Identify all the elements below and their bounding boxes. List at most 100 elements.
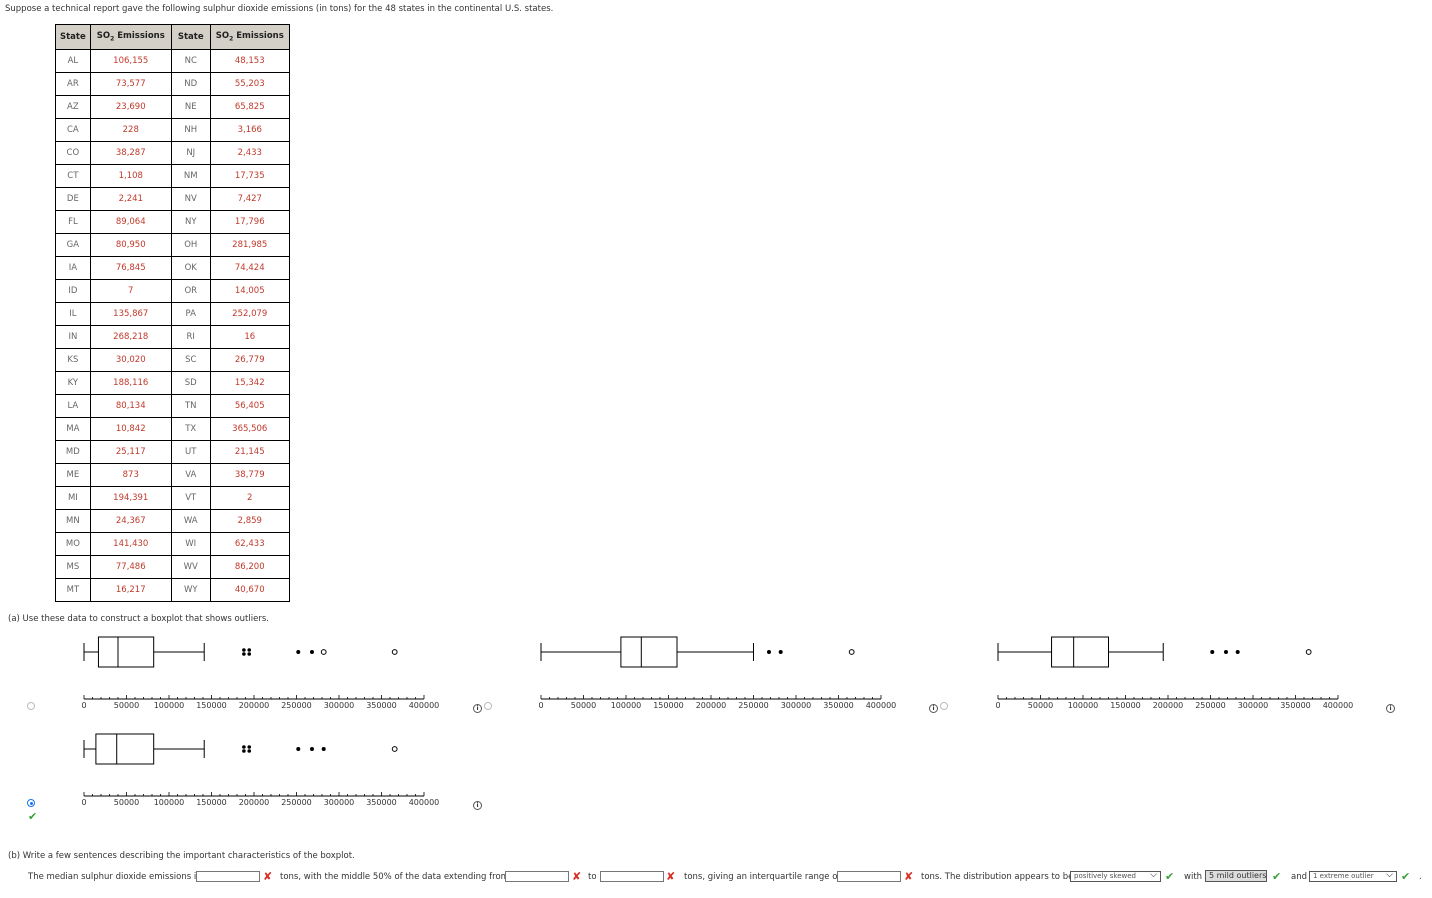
cross-icon: ✘ [572, 870, 582, 883]
sentence-text-7: and [1291, 872, 1307, 882]
tick-label: 200000 [696, 701, 727, 710]
skew-select[interactable]: positively skewed ⌵ [1070, 871, 1161, 882]
emissions-cell: 56,405 [209, 394, 290, 418]
q1-input[interactable] [505, 871, 569, 882]
box [1051, 636, 1110, 668]
state-cell: NE [170, 95, 211, 119]
tick-label: 150000 [1110, 701, 1141, 710]
state-cell: MD [55, 440, 91, 464]
state-cell: TN [170, 394, 211, 418]
extreme-outlier-point [391, 746, 398, 752]
tick-label: 0 [995, 701, 1000, 710]
info-icon[interactable]: i [929, 704, 938, 713]
emissions-cell: 141,430 [89, 532, 172, 556]
state-cell: MI [55, 486, 91, 510]
tick-label: 200000 [239, 701, 270, 710]
q3-input[interactable] [600, 871, 664, 882]
emissions-cell: 252,079 [209, 302, 290, 326]
table-row: MO 141,430 WI 62,433 [55, 532, 290, 556]
state-cell: ND [170, 72, 211, 96]
state-cell: UT [170, 440, 211, 464]
state-cell: NJ [170, 141, 211, 165]
option-2-radio[interactable] [484, 702, 492, 710]
outlier-point [296, 650, 301, 654]
table-row: DE 2,241 NV 7,427 [55, 187, 290, 211]
emissions-cell: 15,342 [209, 371, 290, 395]
emissions-cell: 2 [209, 486, 290, 510]
median-input[interactable] [196, 871, 260, 882]
emissions-cell: 2,859 [209, 509, 290, 533]
table-row: CT 1,108 NM 17,735 [55, 164, 290, 188]
emissions-cell: 17,796 [209, 210, 290, 234]
state-cell: VT [170, 486, 211, 510]
state-cell: AZ [55, 95, 91, 119]
tick-label: 150000 [196, 701, 227, 710]
table-row: IN 268,218 RI 16 [55, 325, 290, 349]
extreme-outlier-point [848, 649, 855, 655]
mild-outlier-point [247, 652, 252, 656]
tick-label: 350000 [1280, 701, 1311, 710]
table-row: MD 25,117 UT 21,145 [55, 440, 290, 464]
check-icon: ✔ [1401, 870, 1411, 883]
emissions-cell: 3,166 [209, 118, 290, 142]
state-cell: OK [170, 256, 211, 280]
emissions-cell: 21,145 [209, 440, 290, 464]
state-cell: MN [55, 509, 91, 533]
tick-label: 200000 [239, 798, 270, 807]
info-icon[interactable]: i [473, 704, 482, 713]
cross-icon: ✘ [263, 870, 273, 883]
tick-label: 350000 [823, 701, 854, 710]
emissions-cell: 48,153 [209, 49, 290, 73]
info-icon[interactable]: i [473, 801, 482, 810]
emissions-cell: 16 [209, 325, 290, 349]
state-cell: SC [170, 348, 211, 372]
state-cell: CA [55, 118, 91, 142]
emissions-cell: 17,735 [209, 164, 290, 188]
table-row: AL 106,155 NC 48,153 [55, 49, 290, 73]
emissions-cell: 89,064 [89, 210, 172, 234]
state-cell: RI [170, 325, 211, 349]
outlier-point [296, 747, 301, 751]
state-cell: AR [55, 72, 91, 96]
table-row: IA 76,845 OK 74,424 [55, 256, 290, 280]
box [97, 636, 155, 668]
check-icon: ✔ [1272, 870, 1282, 883]
state-cell: MS [55, 555, 91, 579]
boxplot-option-1: 0 50000 100000 150000 200000 250000 300000 3500… [81, 636, 439, 710]
boxplot-option-4: 0 50000 100000 150000 200000 250000 300000 3500… [81, 733, 440, 807]
emissions-cell: 77,486 [89, 555, 172, 579]
sentence-text-1: The median sulphur dioxide emissions is [28, 872, 201, 882]
info-icon[interactable]: i [1386, 704, 1395, 713]
header-so2-2: SO2 Emissions [209, 24, 290, 50]
mild-outlier-point [1223, 650, 1228, 654]
emissions-cell: 80,134 [89, 394, 172, 418]
tick-label: 300000 [781, 701, 812, 710]
mild-outliers-select[interactable]: 5 mild outliers [1205, 870, 1267, 882]
mild-outlier-point [242, 648, 246, 652]
state-cell: IN [55, 325, 91, 349]
tick-label: 350000 [366, 798, 397, 807]
table-row: GA 80,950 OH 281,985 [55, 233, 290, 257]
check-icon: ✔ [1165, 870, 1175, 883]
sentence-text-4: tons, giving an interquartile range of [684, 872, 841, 882]
extreme-outlier-select[interactable]: 1 extreme outlier ⌵ [1309, 871, 1397, 882]
table-row: AR 73,577 ND 55,203 [55, 72, 290, 96]
tick-label: 400000 [409, 798, 440, 807]
sentence-end: . [1419, 872, 1422, 882]
option-1-radio[interactable] [27, 702, 35, 710]
table-row: ID 7 OR 14,005 [55, 279, 290, 303]
outlier-point [309, 650, 314, 654]
tick-label: 300000 [324, 701, 355, 710]
emissions-cell: 194,391 [89, 486, 172, 510]
sentence-text-2: tons, with the middle 50% of the data ex… [280, 872, 509, 882]
option-4-radio[interactable] [27, 799, 35, 807]
emissions-cell: 228 [89, 118, 172, 142]
option-3-radio[interactable] [940, 702, 948, 710]
tick-label: 50000 [1028, 701, 1053, 710]
state-cell: PA [170, 302, 211, 326]
outlier-point [321, 747, 326, 751]
iqr-input[interactable] [837, 871, 901, 882]
tick-label: 300000 [1238, 701, 1269, 710]
emissions-cell: 10,842 [89, 417, 172, 441]
emissions-cell: 1,108 [89, 164, 172, 188]
